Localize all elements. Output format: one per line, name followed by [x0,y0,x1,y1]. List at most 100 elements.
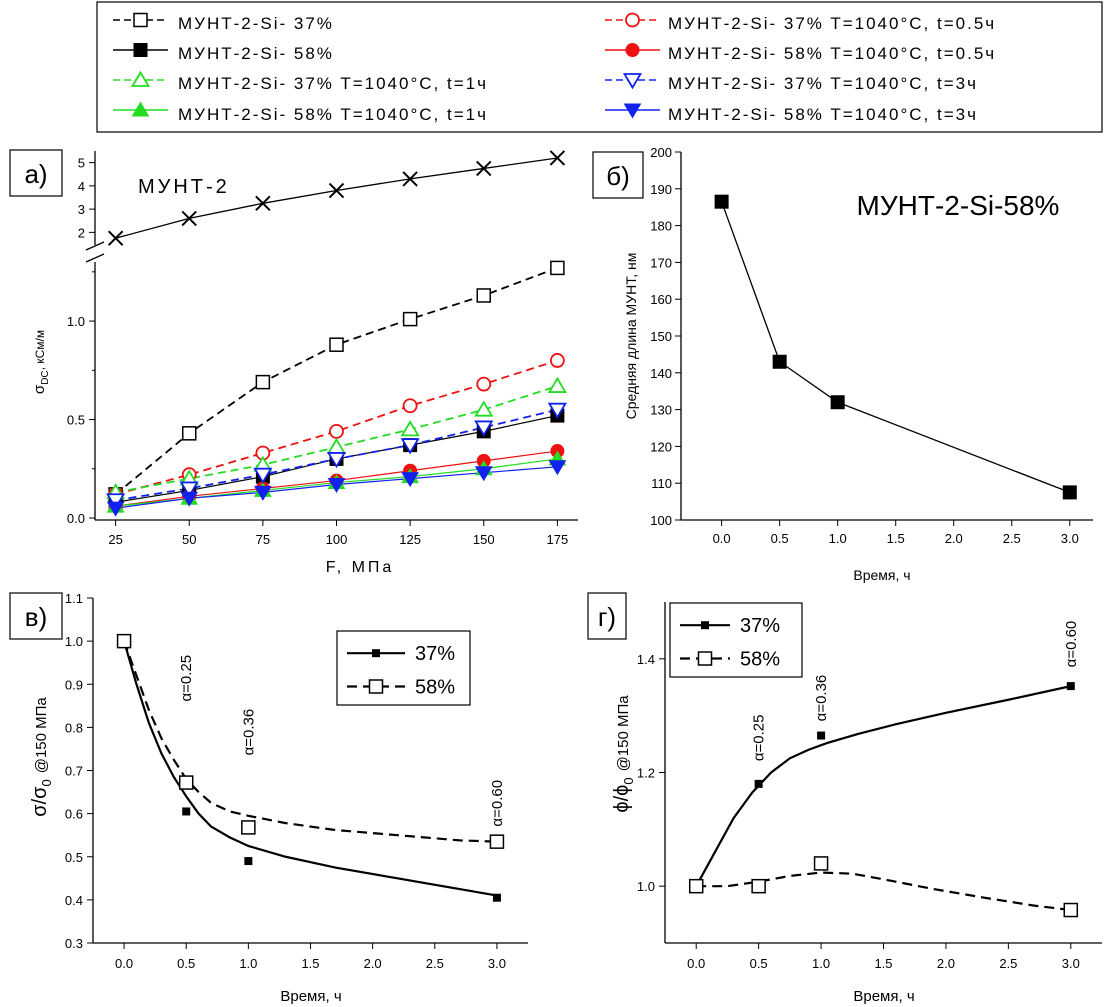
panel-b-xtick-label-5: 2.5 [1003,531,1021,546]
legend-label-2: МУНТ-2-Si- 58% [178,44,334,63]
legend-marker-5 [625,12,640,28]
panel-b-label: б) [606,161,630,191]
panel-b-xlabel: Время, ч [853,567,910,583]
panel-b-annotation: МУНТ-2-Si-58% [857,190,1060,221]
panel-d-xlabel: Время, ч [853,988,914,1005]
panel-b-chart: б) МУНТ-2-Si-58% Время, ч Средняя длина … [592,145,1093,583]
panel-a-point-7-3 [327,478,346,494]
panel-a-point-0-5 [476,288,492,303]
panel-a-point-6-5 [474,420,494,437]
panel-b-ytick-label-1: 110 [651,476,672,491]
panel-c-fit-0 [123,640,498,897]
panel-a-point-0-3 [329,337,344,352]
panel-a-point-6-6 [547,402,567,419]
panel-d-legend-marker-2 [697,651,713,666]
panel-d-xtick-label-3: 1.5 [874,956,892,971]
panel-a-xtick-label-4: 125 [399,532,421,547]
panel-b-xtick-label-3: 1.5 [887,531,905,546]
panel-c-point-0-1 [182,807,191,816]
legend-marker-4 [131,101,150,117]
panel-a-point-6-3 [326,452,347,469]
panel-d-point-1-3 [1063,902,1079,918]
panel-d-point-1-0 [688,878,704,894]
panel-c-point-1-3 [489,834,505,849]
panel-c-point-0-3 [492,893,501,902]
panel-d-label-box [587,592,627,640]
panel-d-ytick-label-0: 1.0 [637,879,655,894]
panel-c-point-1-0 [116,633,132,649]
panel-d-ytick-label-2: 1.4 [637,652,655,667]
panel-c-ytick-label-8: 1.1 [65,591,83,606]
panel-c-ytick-label-5: 0.8 [65,720,83,735]
panel-d-xtick-label-0: 0.0 [687,956,705,971]
panel-a-upper-point-5 [476,160,492,177]
panel-c-xtick-label-4: 2.0 [364,956,382,971]
panel-a-point-2-3 [329,423,344,439]
panel-c-legend-frame [336,630,471,706]
panel-c-legend-label-1: 37% [415,643,455,665]
panel-b-ytick-label-4: 140 [650,366,672,381]
panel-c-ytick-label-6: 0.9 [65,677,83,692]
panel-a-xtick-label-2: 75 [256,532,270,547]
panel-a-label: а) [24,159,47,189]
panel-a-point-7-4 [401,472,420,488]
legend-marker-8 [623,103,642,119]
panel-c-ytick-label-7: 1.0 [65,634,83,649]
panel-a-label-box [9,149,63,197]
legend-label-4: МУНТ-2-Si- 58% T=1040°C, t=1ч [178,105,488,124]
panel-a-xtick-label-5: 150 [473,532,495,547]
panel-a-upper-point-1 [181,210,197,227]
panel-c-legend-label-2: 58% [415,677,455,699]
panel-c-ytick-label-1: 0.4 [65,893,83,908]
panel-c-label-box [9,592,63,640]
panel-b-xtick-label-0: 0.0 [713,531,731,546]
top-legend-frame [96,1,1103,133]
panel-b-xtick-label-2: 1.0 [829,531,847,546]
panel-c-ytick-label-0: 0.3 [65,936,83,951]
panel-a-point-6-0 [106,493,126,510]
panel-b-ylabel: Средняя длина МУНТ, нм [623,253,639,420]
top-legend: МУНТ-2-Si- 37% МУНТ-2-Si- 58% МУНТ-2-Si-… [96,1,1103,133]
legend-label-8: МУНТ-2-Si- 58% T=1040°C, t=3ч [668,105,978,124]
panel-d-ylabel-sub: 0 [621,777,636,784]
panel-a-ytick-upper-label-1: 3 [78,202,85,217]
panel-a-point-4-6 [547,376,567,393]
panel-c-alpha-1: α=0.36 [240,709,257,756]
panel-c-ylabel-main: σ/σ [29,786,51,817]
panel-d-point-0-3 [1066,682,1075,691]
panel-a-xtick-label-1: 50 [182,532,196,547]
panel-a-ylabel-sub: DC [40,370,51,384]
panel-a-ylabel: σDC, кСм/м [31,330,51,394]
panel-a-upper-point-3 [328,182,345,199]
panel-b-ytick-label-6: 160 [650,292,672,307]
panel-b-ytick-label-9: 190 [650,182,672,197]
legend-label-3: МУНТ-2-Si- 37% T=1040°C, t=1ч [178,74,488,93]
legend-marker-2 [133,43,148,57]
panel-a-point-6-2 [253,467,273,484]
panel-a-point-2-4 [402,398,418,414]
panel-b-point-3 [1062,485,1077,500]
panel-a-upper-point-2 [255,195,271,212]
panel-a-xtick-label-6: 175 [547,532,569,547]
legend-marker-3 [130,70,151,87]
panel-d-label: г) [598,602,616,632]
panel-d-legend-marker-1 [701,621,709,630]
panel-a-upper-point-6 [549,150,566,166]
panel-d-point-0-1 [754,779,763,788]
panel-b-ytick-label-8: 180 [650,219,672,234]
legend-label-7: МУНТ-2-Si- 37% T=1040°C, t=3ч [668,74,978,93]
panel-a-axis-break [85,241,105,263]
legend-marker-1 [133,12,148,28]
panel-a-point-7-2 [253,485,272,501]
panel-c-legend-marker-2 [368,679,384,694]
panel-a-point-6-4 [400,438,420,455]
panel-a-ytick-upper-label-3: 5 [78,156,85,171]
legend-label-6: МУНТ-2-Si- 58% T=1040°C, t=0.5ч [668,44,996,63]
panel-b-ytick-label-2: 120 [650,439,672,454]
panel-c-xtick-label-5: 2.5 [426,956,444,971]
panel-b-point-0 [714,194,729,209]
panel-a-annotation: МУНТ-2 [138,176,230,198]
panel-c-xtick-label-6: 3.0 [488,956,506,971]
panel-c-xlabel: Время, ч [280,988,341,1005]
legend-marker-7 [622,73,643,90]
